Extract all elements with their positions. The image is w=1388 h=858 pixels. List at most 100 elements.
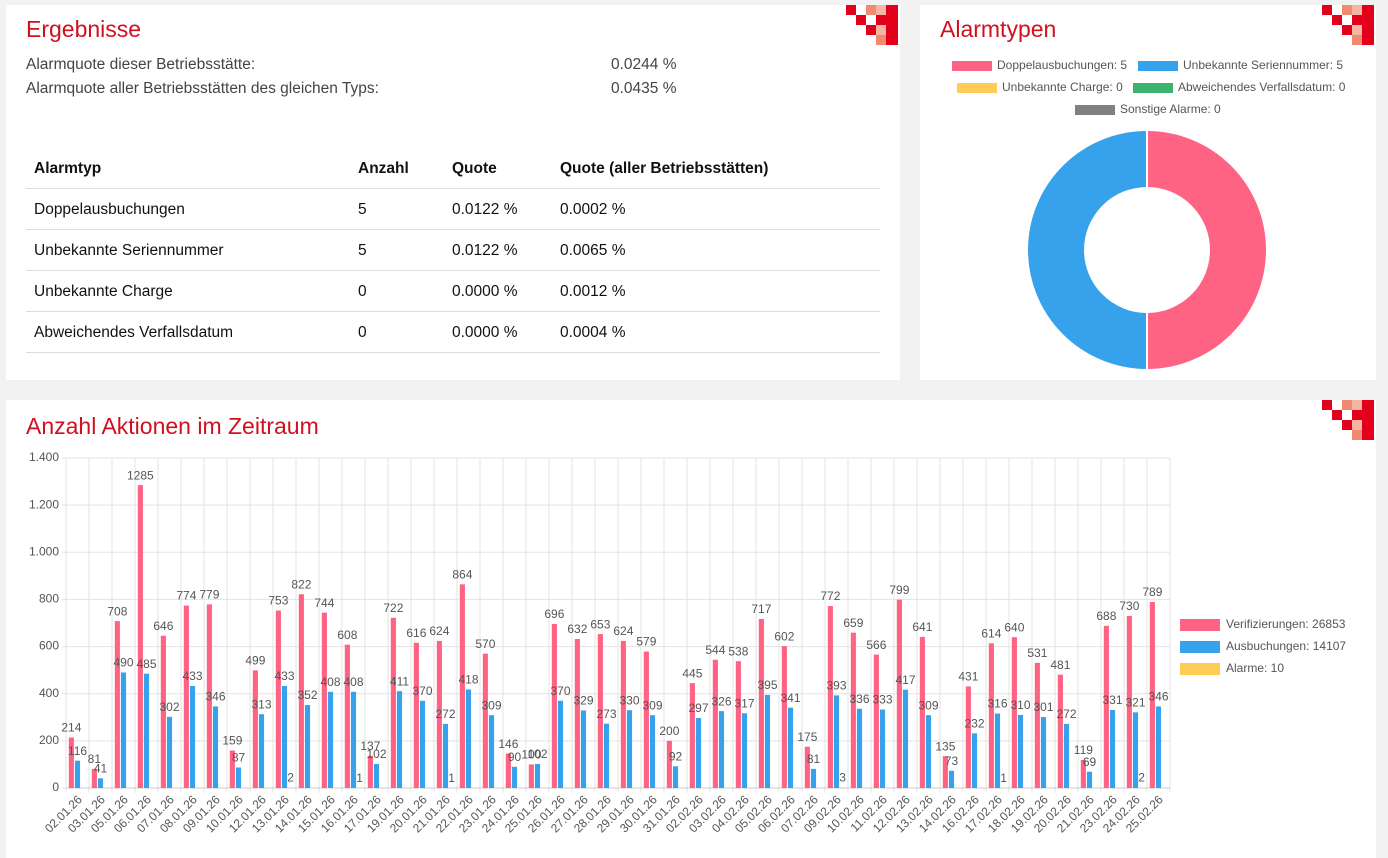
data-label: 744 — [314, 596, 334, 610]
legend-label: Alarme: 10 — [1226, 661, 1284, 675]
table-cell: 0.0012 % — [560, 283, 626, 300]
data-label: 431 — [958, 670, 978, 684]
bar — [1132, 712, 1139, 788]
data-label: 640 — [1004, 620, 1024, 634]
bar — [1011, 637, 1017, 788]
bar — [390, 617, 396, 788]
bar — [787, 707, 794, 788]
bar — [827, 606, 833, 788]
table-cell: Abweichendes Verfallsdatum — [34, 324, 233, 341]
table-cell: Unbekannte Seriennummer — [34, 242, 224, 259]
bar — [919, 636, 925, 788]
bar — [735, 661, 741, 788]
legend-label: Doppelausbuchungen: 5 — [997, 58, 1127, 72]
data-label: 73 — [945, 754, 959, 768]
bar — [137, 485, 143, 788]
data-label: 624 — [429, 624, 449, 638]
bar — [166, 716, 173, 788]
bar — [1017, 714, 1024, 788]
stat-value: 0.0435 % — [611, 80, 677, 97]
data-label: 408 — [343, 675, 363, 689]
legend-swatch — [957, 83, 997, 93]
data-label: 408 — [320, 675, 340, 689]
data-label: 1 — [448, 771, 455, 785]
y-tick-label: 600 — [39, 639, 59, 653]
bar — [482, 653, 488, 788]
bar — [758, 618, 764, 788]
stat-label: Alarmquote aller Betriebsstätten des gle… — [26, 80, 379, 97]
legend-label: Unbekannte Charge: 0 — [1002, 80, 1123, 94]
y-tick-label: 1.000 — [29, 544, 59, 558]
bar — [1034, 662, 1040, 788]
data-label: 544 — [705, 643, 725, 657]
bar — [327, 691, 334, 788]
data-label: 331 — [1102, 693, 1122, 707]
y-tick-label: 0 — [52, 780, 59, 794]
bar — [413, 642, 419, 788]
bar — [442, 723, 449, 788]
doughnut-segment — [1146, 128, 1268, 372]
bar — [419, 700, 426, 788]
data-label: 632 — [567, 622, 587, 636]
data-label: 69 — [1083, 755, 1097, 769]
bar — [574, 639, 580, 788]
data-label: 146 — [498, 737, 518, 751]
data-label: 2 — [1138, 771, 1145, 785]
data-label: 688 — [1096, 609, 1116, 623]
table-cell: 0.0122 % — [452, 242, 518, 259]
bar — [114, 621, 120, 788]
bar — [580, 710, 587, 788]
table-cell: Doppelausbuchungen — [34, 201, 185, 218]
data-label: 92 — [669, 749, 683, 763]
bar — [764, 694, 771, 788]
table-header: Anzahl — [358, 160, 409, 177]
data-label: 341 — [780, 691, 800, 705]
bar — [551, 623, 557, 788]
data-label: 346 — [205, 690, 225, 704]
data-label: 646 — [153, 619, 173, 633]
bar — [252, 670, 258, 788]
y-tick-label: 1.400 — [29, 450, 59, 464]
legend-label: Abweichendes Verfallsdatum: 0 — [1178, 80, 1346, 94]
data-label: 352 — [297, 688, 317, 702]
bar — [396, 691, 403, 788]
legend-swatch — [1138, 61, 1178, 71]
data-label: 481 — [1050, 658, 1070, 672]
data-label: 653 — [590, 617, 610, 631]
data-label: 753 — [268, 594, 288, 608]
data-label: 214 — [61, 721, 81, 735]
data-label: 370 — [412, 684, 432, 698]
bar — [189, 685, 196, 788]
data-label: 301 — [1033, 700, 1053, 714]
data-label: 822 — [291, 577, 311, 591]
bar — [643, 651, 649, 788]
data-label: 370 — [550, 684, 570, 698]
data-label: 317 — [734, 696, 754, 710]
bar — [1155, 706, 1162, 788]
doughnut-title: Alarmtypen — [940, 16, 1056, 42]
bar — [988, 643, 994, 788]
bar — [465, 689, 472, 788]
data-label: 433 — [274, 669, 294, 683]
table-cell: 0 — [358, 283, 367, 300]
data-label: 310 — [1010, 698, 1030, 712]
bar — [367, 755, 373, 788]
table-cell: 0 — [358, 324, 367, 341]
bar — [304, 705, 311, 788]
legend-swatch — [1075, 105, 1115, 115]
bar — [436, 640, 442, 788]
data-label: 485 — [136, 657, 156, 671]
data-label: 100 — [521, 748, 541, 762]
data-label: 393 — [826, 679, 846, 693]
data-label: 309 — [918, 698, 938, 712]
bar — [344, 644, 350, 788]
bar — [74, 760, 81, 788]
bar — [183, 605, 189, 788]
bar — [229, 750, 235, 788]
data-label: 346 — [1148, 690, 1168, 704]
bar — [1126, 615, 1132, 788]
data-label: 1 — [1000, 771, 1007, 785]
y-tick-label: 200 — [39, 733, 59, 747]
data-label: 232 — [964, 716, 984, 730]
results-title: Ergebnisse — [26, 16, 141, 42]
